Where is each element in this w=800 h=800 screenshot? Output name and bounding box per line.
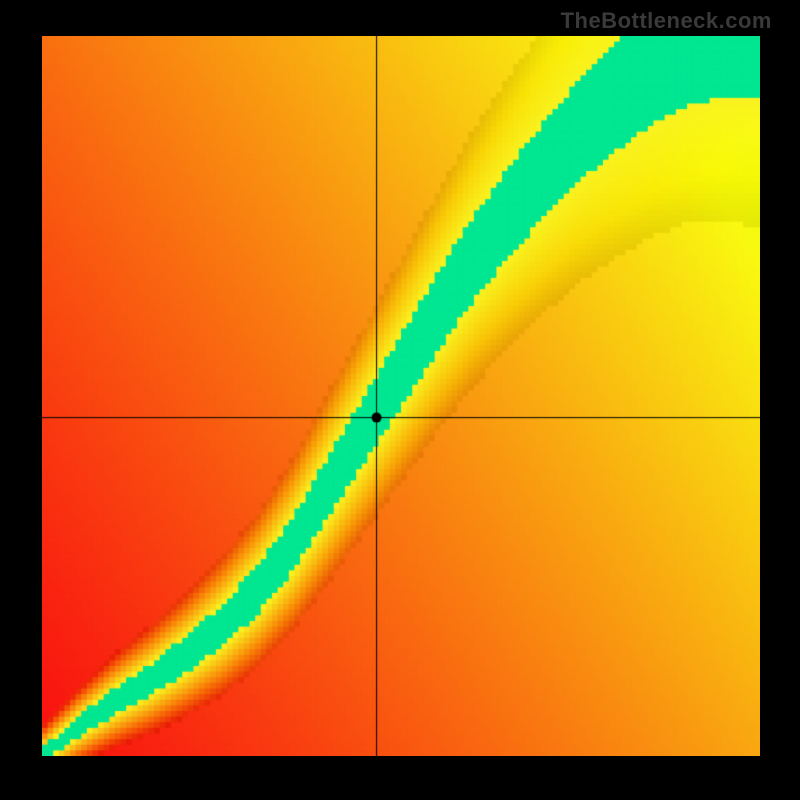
bottleneck-heatmap <box>42 36 760 756</box>
watermark-text: TheBottleneck.com <box>561 8 772 34</box>
heatmap-canvas <box>42 36 760 756</box>
